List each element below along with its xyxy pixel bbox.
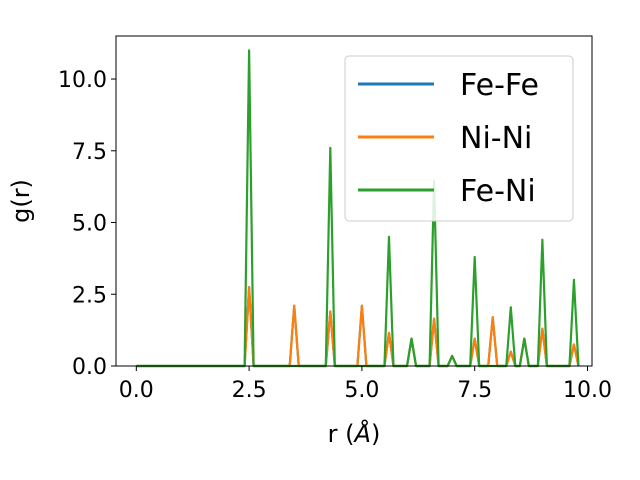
x-axis-label: r (Å) bbox=[328, 419, 381, 448]
legend-box bbox=[344, 55, 574, 222]
y-tick-label: 10.0 bbox=[58, 68, 107, 93]
legend-label-fe-ni: Fe-Ni bbox=[460, 174, 536, 209]
x-tick-label: 10.0 bbox=[563, 378, 612, 403]
legend-label-ni-ni: Ni-Ni bbox=[460, 121, 532, 156]
plot-area bbox=[115, 35, 593, 368]
y-tick-label: 0.0 bbox=[72, 355, 107, 380]
y-axis-label: g(r) bbox=[7, 179, 35, 223]
y-tick-label: 5.0 bbox=[72, 212, 107, 237]
x-axis-ticks: 0.0 2.5 5.0 7.5 10.0 bbox=[119, 366, 612, 403]
x-tick-label: 0.0 bbox=[119, 378, 154, 403]
legend: Fe-Fe Ni-Ni Fe-Ni bbox=[344, 55, 574, 222]
axes-frame bbox=[115, 35, 593, 367]
x-tick-label: 7.5 bbox=[457, 378, 492, 403]
y-axis-ticks: 0.0 2.5 5.0 7.5 10.0 bbox=[58, 68, 116, 380]
y-tick-label: 2.5 bbox=[72, 283, 107, 308]
x-tick-label: 2.5 bbox=[232, 378, 267, 403]
legend-label-fe-fe: Fe-Fe bbox=[460, 68, 539, 103]
y-tick-label: 7.5 bbox=[72, 140, 107, 165]
x-tick-label: 5.0 bbox=[344, 378, 379, 403]
